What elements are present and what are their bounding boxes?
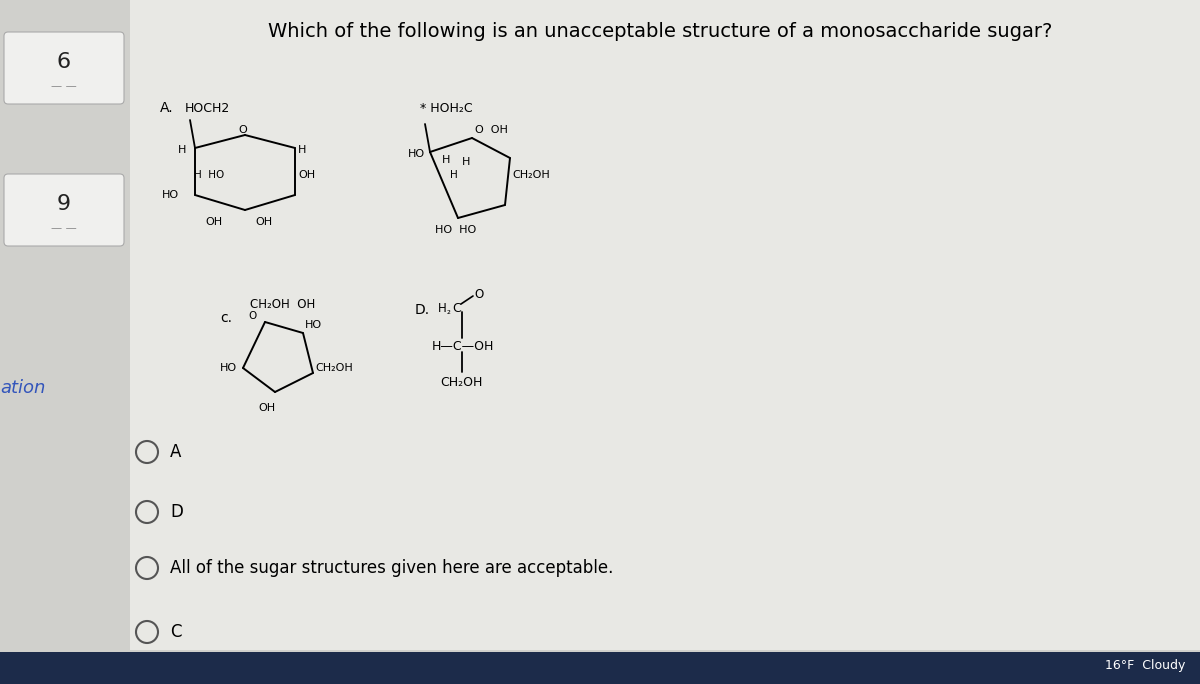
Text: — —: — — [52, 81, 77, 91]
FancyBboxPatch shape [4, 174, 124, 246]
Text: D: D [170, 503, 182, 521]
Text: HO  HO: HO HO [436, 225, 476, 235]
Text: CH₂OH: CH₂OH [314, 363, 353, 373]
Text: 9: 9 [56, 194, 71, 214]
Text: H—C—OH: H—C—OH [432, 339, 494, 352]
Text: A.: A. [160, 101, 174, 115]
Text: HO: HO [305, 320, 322, 330]
FancyBboxPatch shape [0, 0, 130, 684]
Text: ation: ation [0, 379, 46, 397]
Text: O  OH: O OH [475, 125, 508, 135]
FancyBboxPatch shape [130, 0, 1200, 650]
Text: H: H [462, 157, 470, 167]
Text: H  HO: H HO [194, 170, 224, 180]
Text: * HOH₂C: * HOH₂C [420, 101, 473, 114]
Text: O: O [239, 125, 247, 135]
Text: 16°F  Cloudy: 16°F Cloudy [1105, 659, 1186, 672]
Text: HO: HO [162, 190, 179, 200]
Text: A: A [170, 443, 181, 461]
Text: 6: 6 [56, 52, 71, 72]
Text: D.: D. [415, 303, 430, 317]
Text: C: C [452, 302, 461, 315]
Text: Which of the following is an unacceptable structure of a monosaccharide sugar?: Which of the following is an unacceptabl… [268, 22, 1052, 41]
Text: HOCH2: HOCH2 [185, 101, 230, 114]
Text: H: H [438, 302, 446, 315]
Text: OH: OH [256, 217, 272, 227]
Text: CH₂OH  OH: CH₂OH OH [250, 298, 316, 311]
Text: — —: — — [52, 223, 77, 233]
Text: CH₂OH: CH₂OH [512, 170, 550, 180]
Text: OH: OH [258, 403, 275, 413]
Text: ₂: ₂ [446, 306, 451, 316]
Text: H: H [450, 170, 457, 180]
Text: O: O [248, 311, 257, 321]
Text: OH: OH [205, 217, 222, 227]
Text: CH₂OH: CH₂OH [440, 376, 482, 389]
FancyBboxPatch shape [0, 652, 1200, 684]
Text: HO: HO [220, 363, 238, 373]
FancyBboxPatch shape [4, 32, 124, 104]
Text: OH: OH [298, 170, 316, 180]
Text: H: H [442, 155, 450, 165]
Text: H: H [298, 145, 306, 155]
Text: c.: c. [220, 311, 232, 325]
Text: O: O [474, 289, 484, 302]
Text: HO: HO [408, 149, 425, 159]
Text: C: C [170, 623, 181, 641]
Text: All of the sugar structures given here are acceptable.: All of the sugar structures given here a… [170, 559, 613, 577]
Text: H: H [178, 145, 186, 155]
